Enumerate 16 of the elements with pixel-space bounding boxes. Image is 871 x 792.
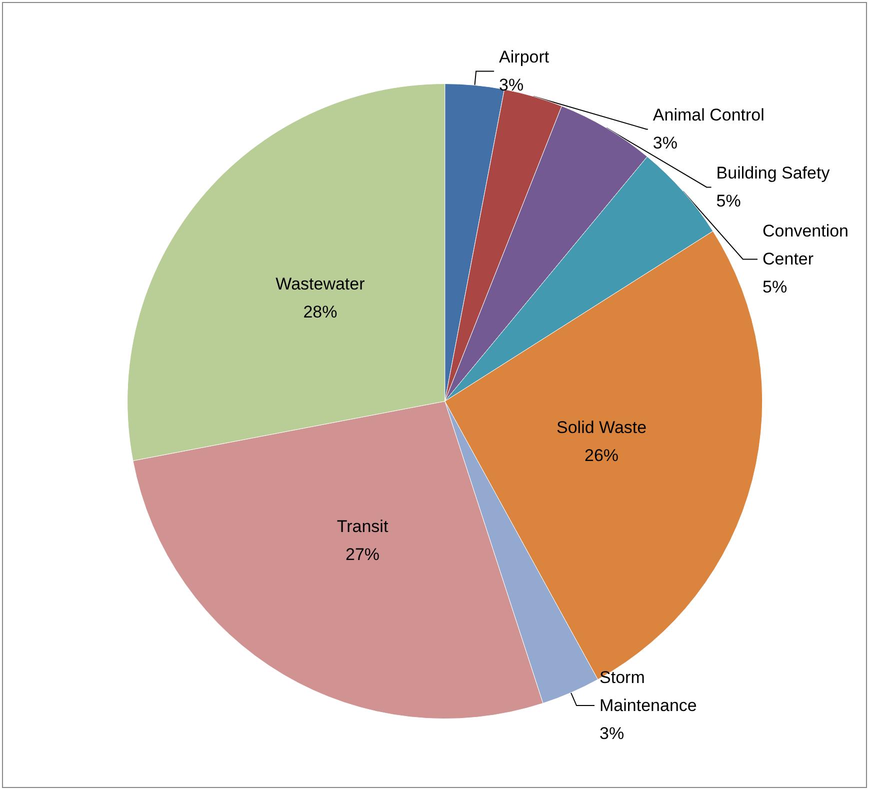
slice-label: Convention Center [762,222,854,269]
data-label: 3% [652,134,678,153]
slice-label: Transit [336,517,388,536]
slice-label: Solid Waste [556,418,647,437]
slice-label: Airport [499,48,550,67]
data-label: 3% [600,724,624,744]
data-label: 26% [584,446,619,465]
slice-label: Building Safety [716,164,830,183]
data-label: 3% [499,76,524,95]
slice-label: Wastewater [276,274,366,294]
data-label: 28% [303,302,338,322]
data-label: 5% [716,192,741,211]
data-label: 27% [346,545,380,564]
slice-label: Animal Control [652,106,764,125]
data-label: 5% [762,278,788,297]
slice-label: Storm Maintenance [600,668,697,716]
